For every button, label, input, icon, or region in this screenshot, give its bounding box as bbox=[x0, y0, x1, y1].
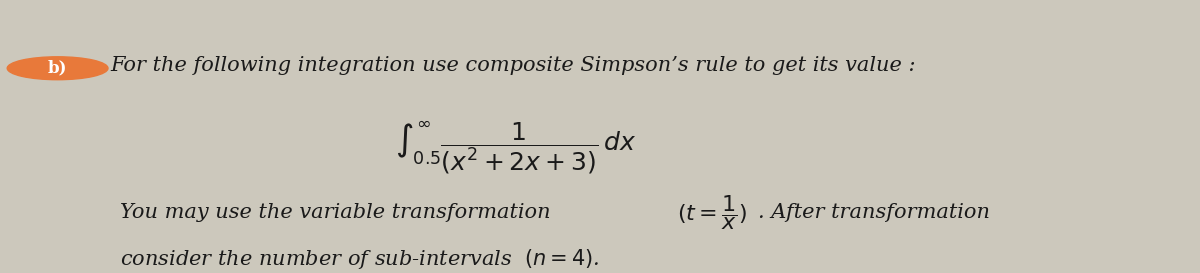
Text: You may use the variable transformation: You may use the variable transformation bbox=[120, 203, 557, 222]
Text: consider the number of sub-intervals  $(n = 4)$.: consider the number of sub-intervals $(n… bbox=[120, 247, 600, 271]
Text: For the following integration use composite Simpson’s rule to get its value :: For the following integration use compos… bbox=[110, 56, 916, 75]
Circle shape bbox=[7, 57, 108, 80]
Text: $\int_{0.5}^{\infty} \dfrac{1}{(x^2+2x+3)}\,dx$: $\int_{0.5}^{\infty} \dfrac{1}{(x^2+2x+3… bbox=[396, 119, 636, 176]
Text: $(t = \dfrac{1}{x})$: $(t = \dfrac{1}{x})$ bbox=[677, 194, 748, 232]
Text: . After transformation: . After transformation bbox=[758, 203, 990, 222]
Text: b): b) bbox=[48, 60, 67, 77]
